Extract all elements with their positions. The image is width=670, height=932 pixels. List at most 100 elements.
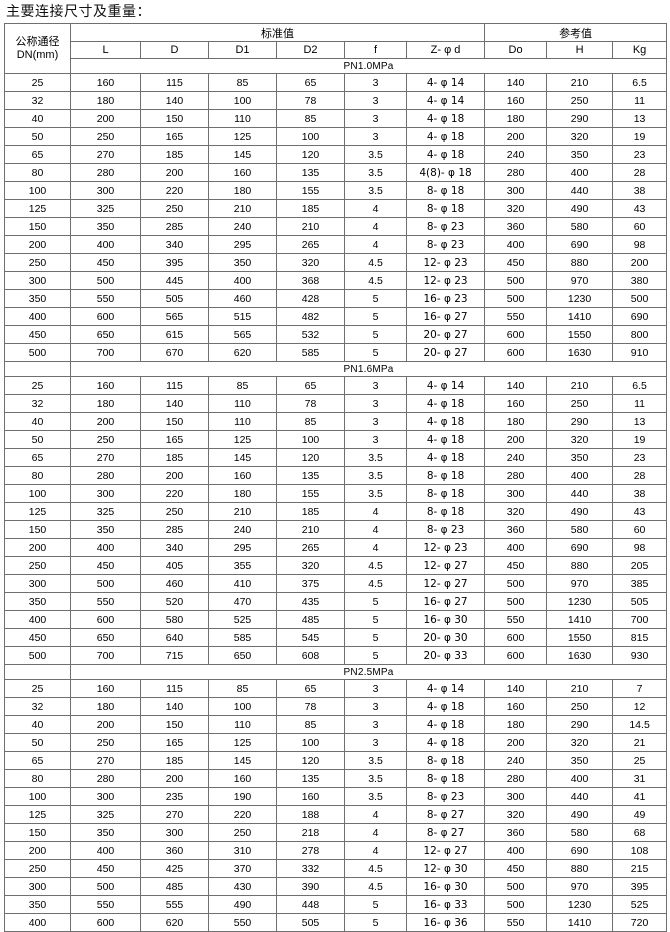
cell-zd: 16- φ 33 bbox=[405, 895, 486, 914]
table-row: 350 550 520 470 435 5 16- φ 27 500 1230 505 bbox=[4, 592, 668, 611]
cell-d1: 430 bbox=[208, 877, 277, 896]
cell-d2: 78 bbox=[276, 697, 345, 716]
cell-dn: 450 bbox=[4, 628, 71, 647]
cell-l: 400 bbox=[70, 841, 141, 860]
cell-f: 4.5 bbox=[344, 556, 407, 575]
cell-d2: 135 bbox=[276, 769, 345, 788]
cell-d: 300 bbox=[140, 823, 209, 842]
cell-d1: 85 bbox=[208, 73, 277, 92]
cell-dn: 300 bbox=[4, 574, 71, 593]
group-header-reference: 参考值 bbox=[484, 23, 668, 42]
cell-d: 340 bbox=[140, 235, 209, 254]
cell-kg: 60 bbox=[612, 217, 668, 236]
cell-zd: 12- φ 23 bbox=[405, 271, 486, 290]
cell-h: 440 bbox=[546, 181, 614, 200]
cell-zd: 8- φ 18 bbox=[405, 751, 486, 770]
cell-do: 550 bbox=[484, 913, 548, 932]
cell-kg: 12 bbox=[612, 697, 668, 716]
cell-f: 4 bbox=[344, 823, 407, 842]
cell-f: 5 bbox=[344, 646, 407, 665]
cell-kg: 215 bbox=[612, 859, 668, 878]
cell-kg: 38 bbox=[612, 484, 668, 503]
cell-do: 240 bbox=[484, 145, 548, 164]
cell-d2: 100 bbox=[276, 430, 345, 449]
table-row: 350 550 505 460 428 5 16- φ 23 500 1230 500 bbox=[4, 289, 668, 308]
cell-kg: 28 bbox=[612, 466, 668, 485]
cell-h: 580 bbox=[546, 823, 614, 842]
table-row: 50 250 165 125 100 3 4- φ 18 200 320 21 bbox=[4, 733, 668, 752]
cell-dn: 350 bbox=[4, 289, 71, 308]
cell-dn: 40 bbox=[4, 715, 71, 734]
cell-d: 285 bbox=[140, 520, 209, 539]
cell-d1: 310 bbox=[208, 841, 277, 860]
cell-dn: 80 bbox=[4, 163, 71, 182]
cell-kg: 19 bbox=[612, 430, 668, 449]
cell-do: 500 bbox=[484, 877, 548, 896]
cell-kg: 395 bbox=[612, 877, 668, 896]
cell-f: 3 bbox=[344, 73, 407, 92]
cell-d2: 65 bbox=[276, 679, 345, 698]
cell-d2: 428 bbox=[276, 289, 345, 308]
cell-l: 600 bbox=[70, 610, 141, 629]
cell-l: 700 bbox=[70, 646, 141, 665]
cell-d: 250 bbox=[140, 502, 209, 521]
cell-d: 565 bbox=[140, 307, 209, 326]
cell-do: 180 bbox=[484, 109, 548, 128]
pressure-band-row: PN1.6MPa bbox=[4, 361, 668, 377]
column-header-d1: D1 bbox=[208, 41, 277, 59]
cell-d: 165 bbox=[140, 733, 209, 752]
cell-zd: 8- φ 23 bbox=[405, 520, 486, 539]
cell-do: 160 bbox=[484, 697, 548, 716]
cell-d: 615 bbox=[140, 325, 209, 344]
cell-d: 150 bbox=[140, 109, 209, 128]
cell-zd: 4- φ 18 bbox=[405, 715, 486, 734]
cell-dn: 25 bbox=[4, 376, 71, 395]
cell-zd: 4- φ 18 bbox=[405, 145, 486, 164]
cell-do: 180 bbox=[484, 715, 548, 734]
cell-d1: 160 bbox=[208, 769, 277, 788]
cell-d2: 265 bbox=[276, 538, 345, 557]
cell-do: 500 bbox=[484, 592, 548, 611]
column-header-dn-line1: 公称通径 bbox=[15, 35, 60, 48]
cell-d: 115 bbox=[140, 73, 209, 92]
cell-kg: 38 bbox=[612, 181, 668, 200]
cell-h: 880 bbox=[546, 556, 614, 575]
cell-f: 5 bbox=[344, 628, 407, 647]
cell-d1: 400 bbox=[208, 271, 277, 290]
cell-l: 270 bbox=[70, 751, 141, 770]
cell-dn: 125 bbox=[4, 502, 71, 521]
cell-kg: 60 bbox=[612, 520, 668, 539]
table-row: 300 500 460 410 375 4.5 12- φ 27 500 970 385 bbox=[4, 574, 668, 593]
pressure-band-row: PN2.5MPa bbox=[4, 664, 668, 680]
cell-h: 1630 bbox=[546, 646, 614, 665]
cell-l: 270 bbox=[70, 145, 141, 164]
cell-l: 270 bbox=[70, 448, 141, 467]
cell-d1: 350 bbox=[208, 253, 277, 272]
cell-dn: 150 bbox=[4, 520, 71, 539]
cell-do: 240 bbox=[484, 448, 548, 467]
cell-d: 670 bbox=[140, 343, 209, 362]
table-row: 200 400 340 295 265 4 8- φ 23 400 690 98 bbox=[4, 235, 668, 254]
cell-d1: 355 bbox=[208, 556, 277, 575]
table-row: 100 300 220 180 155 3.5 8- φ 18 300 440 38 bbox=[4, 181, 668, 200]
cell-f: 4 bbox=[344, 235, 407, 254]
cell-d2: 448 bbox=[276, 895, 345, 914]
cell-l: 500 bbox=[70, 271, 141, 290]
cell-dn: 100 bbox=[4, 787, 71, 806]
cell-h: 320 bbox=[546, 127, 614, 146]
cell-d: 425 bbox=[140, 859, 209, 878]
cell-f: 5 bbox=[344, 913, 407, 932]
cell-h: 440 bbox=[546, 484, 614, 503]
cell-d: 640 bbox=[140, 628, 209, 647]
cell-h: 880 bbox=[546, 859, 614, 878]
table-row: 80 280 200 160 135 3.5 8- φ 18 280 400 28 bbox=[4, 466, 668, 485]
cell-d2: 482 bbox=[276, 307, 345, 326]
cell-d1: 110 bbox=[208, 109, 277, 128]
cell-do: 300 bbox=[484, 181, 548, 200]
cell-dn: 250 bbox=[4, 556, 71, 575]
table-row: 500 700 670 620 585 5 20- φ 27 600 1630 910 bbox=[4, 343, 668, 362]
cell-h: 1230 bbox=[546, 289, 614, 308]
cell-kg: 11 bbox=[612, 91, 668, 110]
column-header-zd: Z- φ d bbox=[405, 41, 486, 59]
cell-f: 3 bbox=[344, 127, 407, 146]
